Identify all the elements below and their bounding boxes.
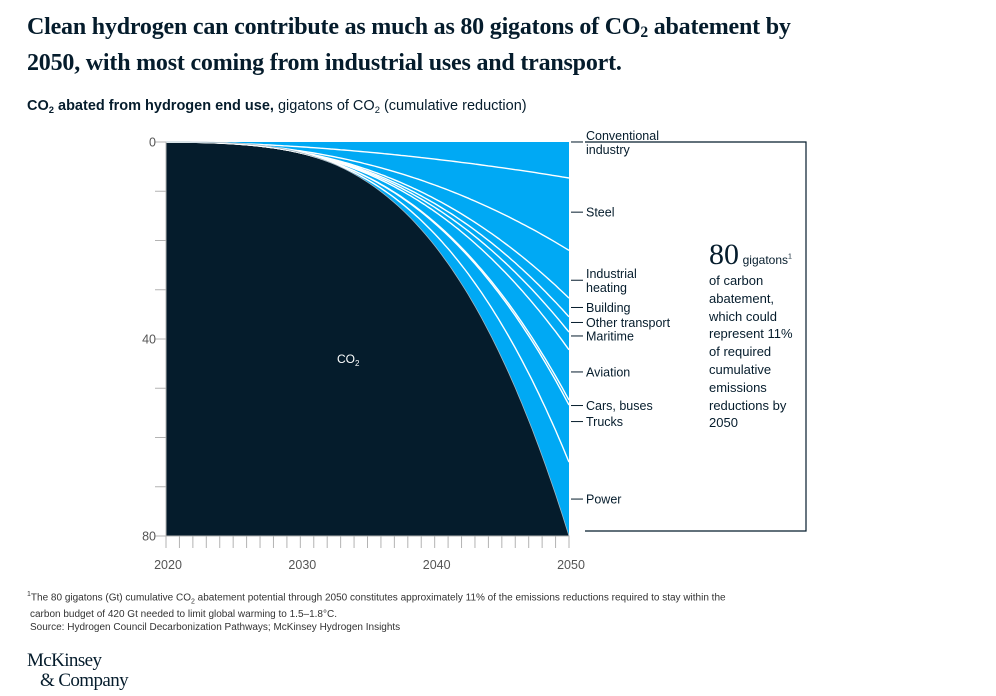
footnote-1-line2: carbon budget of 420 Gt needed to limit …: [30, 609, 337, 621]
callout-text: of carbon abatement, which could represe…: [709, 273, 793, 431]
footnote-1: 1The 80 gigatons (Gt) cumulative CO2 aba…: [27, 588, 827, 608]
callout-unit: gigatons: [742, 253, 788, 267]
series-label: Steel: [586, 206, 615, 220]
mckinsey-logo: McKinsey & Company: [27, 650, 129, 691]
series-label-line: Steel: [586, 206, 615, 220]
subtitle-bold-text-2: abated from hydrogen end use,: [53, 98, 274, 114]
series-label: Maritime: [586, 329, 634, 343]
y-tick-label: 0: [149, 136, 156, 150]
series-label: Industrial heating: [586, 267, 637, 295]
x-tick-label: 2030: [288, 558, 316, 572]
remaining-area-label: CO2: [337, 352, 360, 368]
co2-subscript: 2: [355, 359, 360, 368]
series-label-line: Aviation: [586, 365, 630, 379]
series-label: Other transport: [586, 316, 671, 330]
callout-box: [585, 141, 807, 532]
logo-line-2: & Company: [40, 670, 129, 691]
subtitle-text: gigatons of CO: [273, 98, 375, 114]
callout-footnote-marker: 1: [788, 253, 792, 261]
subtitle-sub: 2: [374, 104, 380, 115]
series-label-line: industry: [586, 143, 631, 157]
series-label-line: heating: [586, 281, 627, 295]
callout-box-text: 80 gigatons1 of carbon abatement, which …: [709, 238, 804, 432]
subtitle-bold-sub: 2: [48, 104, 54, 115]
series-label: Power: [586, 493, 621, 507]
logo-line-1: McKinsey: [27, 650, 102, 671]
series-label-line: Maritime: [586, 329, 634, 343]
series-label-line: Other transport: [586, 316, 671, 330]
subtitle-bold: CO2 abated from hydrogen end use,: [27, 98, 274, 115]
series-label: Trucks: [586, 415, 623, 429]
y-tick-label: 80: [142, 530, 156, 544]
footnote-1-sub: 2: [190, 598, 195, 606]
footnotes: 1The 80 gigatons (Gt) cumulative CO2 aba…: [27, 588, 827, 634]
footnote-1-text: The 80 gigatons (Gt) cumulative CO: [30, 592, 191, 604]
x-tick-label: 2050: [557, 558, 585, 572]
remaining-area-edge: [166, 141, 570, 537]
title-subscript: 2: [640, 24, 648, 41]
remaining-emissions-area: [166, 142, 569, 536]
series-label: Conventional industry: [586, 129, 659, 157]
callout-big-number: 80: [709, 238, 739, 271]
series-label: Aviation: [586, 365, 630, 379]
title-text-2: abatement by 2050, with most coming from…: [27, 14, 791, 76]
chart-subtitle: CO2 abated from hydrogen end use, gigato…: [27, 98, 527, 115]
title-text: Clean hydrogen can contribute as much as…: [27, 14, 641, 40]
series-label-line: Trucks: [586, 415, 623, 429]
source-note: Source: Hydrogen Council Decarbonization…: [30, 622, 401, 634]
co2-text: CO: [337, 352, 355, 366]
series-label-line: Conventional: [586, 129, 659, 143]
x-tick-label: 2020: [154, 558, 182, 572]
series-label-line: Industrial: [586, 267, 637, 281]
footnote-1-text-2: abatement potential through 2050 constit…: [194, 592, 726, 604]
footnote-marker: 1: [27, 591, 31, 598]
series-label: Cars, buses: [586, 399, 653, 413]
chart-title: Clean hydrogen can contribute as much as…: [27, 12, 827, 78]
subtitle-text-2: (cumulative reduction): [379, 98, 527, 114]
series-label-line: Cars, buses: [586, 399, 653, 413]
y-tick-label: 40: [142, 333, 156, 347]
series-label-line: Power: [586, 493, 621, 507]
subtitle-bold-text: CO: [27, 98, 49, 114]
x-tick-label: 2040: [423, 558, 451, 572]
series-label-line: Building: [586, 301, 631, 315]
series-label: Building: [586, 301, 631, 315]
